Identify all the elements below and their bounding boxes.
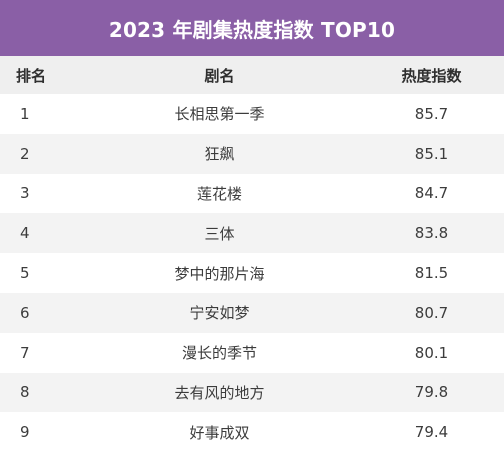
table-row: 6 宁安如梦 80.7 [0, 292, 504, 333]
table-row: 9 好事成双 79.4 [0, 412, 504, 452]
table-row: 4 三体 83.8 [0, 213, 504, 254]
ranking-table: 排名 剧名 热度指数 1 长相思第一季 85.7 2 狂飙 85.1 3 莲花楼… [0, 56, 504, 452]
table-row: 2 狂飙 85.1 [0, 133, 504, 174]
rank-cell: 7 [20, 343, 30, 362]
name-cell: 去有风的地方 [174, 383, 265, 402]
rank-cell: 2 [20, 144, 30, 163]
rank-cell: 8 [20, 383, 30, 402]
table-row: 8 去有风的地方 79.8 [0, 372, 504, 413]
name-cell: 莲花楼 [196, 184, 242, 203]
index-cell: 80.1 [414, 343, 449, 362]
header-rank: 排名 [16, 66, 47, 85]
table-header-row: 排名 剧名 热度指数 [0, 56, 504, 94]
header-index: 热度指数 [401, 66, 462, 85]
name-cell: 宁安如梦 [189, 304, 250, 323]
rank-cell: 9 [20, 423, 30, 442]
index-cell: 85.1 [414, 144, 449, 163]
name-cell: 梦中的那片海 [174, 264, 265, 283]
name-cell: 漫长的季节 [181, 344, 257, 363]
name-cell: 狂飙 [204, 145, 235, 164]
index-cell: 81.5 [414, 264, 449, 283]
name-cell: 三体 [204, 224, 235, 243]
rank-cell: 4 [20, 224, 30, 243]
rank-cell: 1 [20, 104, 30, 123]
table-title: 2023 年剧集热度指数 TOP10 [0, 0, 504, 56]
name-cell: 长相思第一季 [174, 105, 265, 124]
index-cell: 79.4 [414, 423, 449, 442]
index-cell: 83.8 [414, 224, 449, 243]
name-cell: 好事成双 [189, 423, 250, 442]
rank-cell: 6 [20, 303, 30, 322]
index-cell: 79.8 [414, 383, 449, 402]
index-cell: 85.7 [414, 104, 449, 123]
header-name: 剧名 [204, 66, 235, 85]
rank-cell: 5 [20, 264, 30, 283]
table-row: 3 莲花楼 84.7 [0, 174, 504, 214]
rank-cell: 3 [20, 184, 30, 203]
table-row: 5 梦中的那片海 81.5 [0, 253, 504, 293]
table-row: 7 漫长的季节 80.1 [0, 333, 504, 373]
table-row: 1 长相思第一季 85.7 [0, 94, 504, 134]
index-cell: 84.7 [414, 184, 449, 203]
index-cell: 80.7 [414, 303, 449, 322]
